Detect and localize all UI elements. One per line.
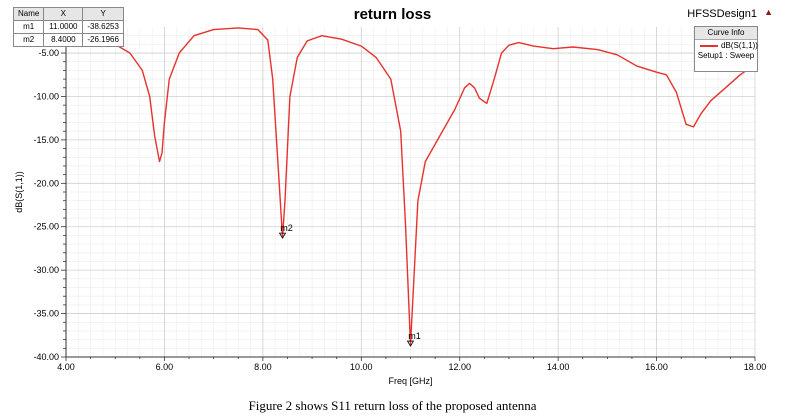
chart-svg: 4.00 6.00 8.00 10.00 12.00 14.00 16.00 18.00 -5.… (14, 26, 767, 386)
marker-row-name: m1 (12, 20, 45, 34)
x-axis-label: Freq [GHz] (388, 376, 432, 386)
marker-col-y: Y (82, 7, 124, 21)
y-tick-label: -20.00 (33, 178, 59, 188)
figure-caption: Figure 2 shows S11 return loss of the pr… (248, 398, 537, 413)
y-tick-label: -15.00 (33, 135, 59, 145)
x-tick-label: 16.00 (645, 362, 668, 372)
y-axis-label: dB(S(1,1)) (14, 171, 24, 213)
marker-row-y: -38.6253 (82, 20, 124, 34)
legend-entry: dB(S(1,1)) (695, 40, 758, 51)
y-tick-label: -35.00 (33, 309, 59, 319)
y-tick-label: -30.00 (33, 265, 59, 275)
x-tick-label: 14.00 (547, 362, 570, 372)
x-tick-label: 12.00 (448, 362, 471, 372)
marker-table-row: m1 11.0000 -38.6253 (12, 20, 124, 34)
marker-table-row: m2 8.4000 -26.1966 (12, 33, 124, 47)
design-name: HFSSDesign1 (687, 8, 757, 20)
marker-triangle (406, 340, 415, 347)
y-tick-label: -5.00 (38, 48, 59, 58)
legend-setup: Setup1 : Sweep (697, 51, 755, 60)
marker-table-header: Name X Y (12, 7, 124, 21)
legend-swatch (700, 45, 718, 47)
marker-label: m1 (408, 331, 421, 341)
y-tick-label: -40.00 (33, 352, 59, 362)
marker-col-name: Name (12, 7, 45, 21)
x-tick-label: 6.00 (156, 362, 174, 372)
curve-info-legend: Curve Info dB(S(1,1)) Setup1 : Sweep (694, 26, 758, 72)
x-tick-label: 4.00 (57, 362, 75, 372)
x-tick-label: 8.00 (254, 362, 272, 372)
y-tick-label: -10.00 (33, 91, 59, 101)
marker-row-name: m2 (12, 33, 45, 47)
curve-info-header: Curve Info (695, 27, 757, 40)
x-tick-label: 18.00 (744, 362, 767, 372)
series-line (65, 27, 756, 346)
scroll-up-arrow-icon[interactable]: ▲ (764, 7, 773, 17)
marker-row-x: 11.0000 (43, 20, 84, 34)
marker-row-x: 8.4000 (43, 33, 84, 47)
plot-frame: 4.00 6.00 8.00 10.00 12.00 14.00 16.00 18.00 -5.… (12, 6, 773, 386)
marker-col-x: X (43, 7, 84, 21)
marker-label: m2 (280, 223, 293, 233)
marker-row-y: -26.1966 (82, 33, 124, 47)
x-tick-label: 10.00 (350, 362, 373, 372)
marker-table: Name X Y m1 11.0000 -38.6253 m2 8.4000 -… (12, 7, 124, 47)
marker-triangle (278, 232, 287, 239)
chart-title: return loss (353, 6, 432, 23)
y-tick-label: -25.00 (33, 222, 59, 232)
legend-label: dB(S(1,1)) (721, 41, 758, 50)
